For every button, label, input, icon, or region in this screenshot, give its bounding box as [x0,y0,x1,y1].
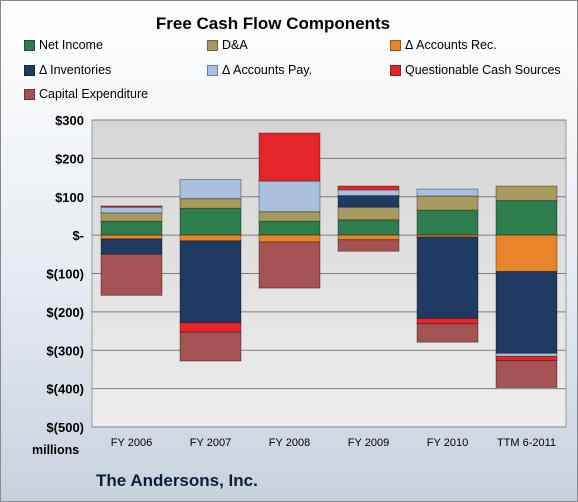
legend-item-capex: Capital Expenditure [24,87,148,101]
bar-segment [337,185,400,191]
bar-segment [416,236,479,319]
bar-segment [495,355,558,362]
legend-label-inventories: Δ Inventories [39,63,112,77]
bar-segment [495,360,558,388]
bar-segment [258,180,321,213]
legend-swatch-inventories [24,64,35,76]
y-tick-label: $200 [55,151,84,166]
legend-swatch-capex [24,88,35,100]
y-tick-label: $100 [55,190,84,205]
legend-label-net-income: Net Income [39,38,103,52]
bar-segment [337,239,400,252]
bar-segment [416,323,479,343]
bar-segment [179,240,242,324]
legend-swatch-net-income [24,39,35,51]
legend-label-accounts-pay: Δ Accounts Pay. [222,63,313,77]
bar-segment [337,234,400,241]
x-tick-label: TTM 6-2011 [497,437,556,449]
bar-segment [337,219,400,236]
bar-segment [495,234,558,273]
bar-segment [258,220,321,236]
bar-segment [100,206,163,214]
x-tick-label: FY 2006 [111,437,152,449]
bar-segment [258,211,321,222]
bar-segment [100,220,163,236]
bar-segment [100,238,163,255]
x-tick-label: FY 2009 [348,437,389,449]
bar-segment [416,195,479,211]
legend-item-accounts-rec: Δ Accounts Rec. [390,38,497,52]
bar-segment [100,234,163,240]
bar-segment [495,185,558,202]
y-tick-label: $- [72,228,84,243]
legend-label-da: D&A [222,38,248,52]
bar-segment [100,212,163,222]
bar-segment [258,234,321,243]
legend-label-questionable: Questionable Cash Sources [405,63,561,77]
y-tick-label: $(100) [46,267,84,282]
bar-segment [179,207,242,236]
bar-segment [337,189,400,197]
bar-segment [179,331,242,362]
bar-segment [258,241,321,289]
bar-segment [179,234,242,242]
y-tick-label: $300 [55,113,84,128]
legend-swatch-da [207,39,218,51]
bar-segment [179,198,242,209]
bar-segment [495,271,558,354]
y-tick-label: $(300) [46,343,84,358]
legend-swatch-accounts-pay [207,64,218,76]
bar-segment [337,206,400,221]
bar-segment [416,209,479,236]
legend-label-accounts-rec: Δ Accounts Rec. [405,38,497,52]
company-name: The Andersons, Inc. [96,471,258,490]
legend-item-inventories: Δ Inventories [24,63,111,77]
units-label: millions [32,443,80,457]
legend-swatch-accounts-rec [390,39,401,51]
y-tick-label: $(400) [46,382,84,397]
legend-swatch-questionable [390,64,401,76]
legend-label-capex: Capital Expenditure [39,87,149,101]
bar-segment [495,200,558,236]
bar-segment [179,322,242,333]
bar-segment [337,195,400,208]
x-tick-label: FY 2010 [427,437,468,449]
legend-item-accounts-pay: Δ Accounts Pay. [207,63,312,77]
y-tick-label: $(200) [46,305,84,320]
bar-segment [100,205,163,208]
legend-item-questionable: Questionable Cash Sources [390,63,561,77]
bar-segment [100,253,163,296]
chart-legend: Net Income D&A Δ Accounts Rec. Δ Invento… [0,0,578,110]
legend-item-da: D&A [207,38,248,52]
bar-segment [416,188,479,197]
bar-segment [416,317,479,325]
legend-item-net-income: Net Income [24,38,103,52]
x-tick-label: FY 2008 [269,437,310,449]
y-tick-label: $(500) [46,420,84,435]
x-tick-label: FY 2007 [190,437,231,449]
bar-segment [258,132,321,182]
bar-segment [179,178,242,200]
chart-title: Free Cash Flow Components [155,14,391,33]
